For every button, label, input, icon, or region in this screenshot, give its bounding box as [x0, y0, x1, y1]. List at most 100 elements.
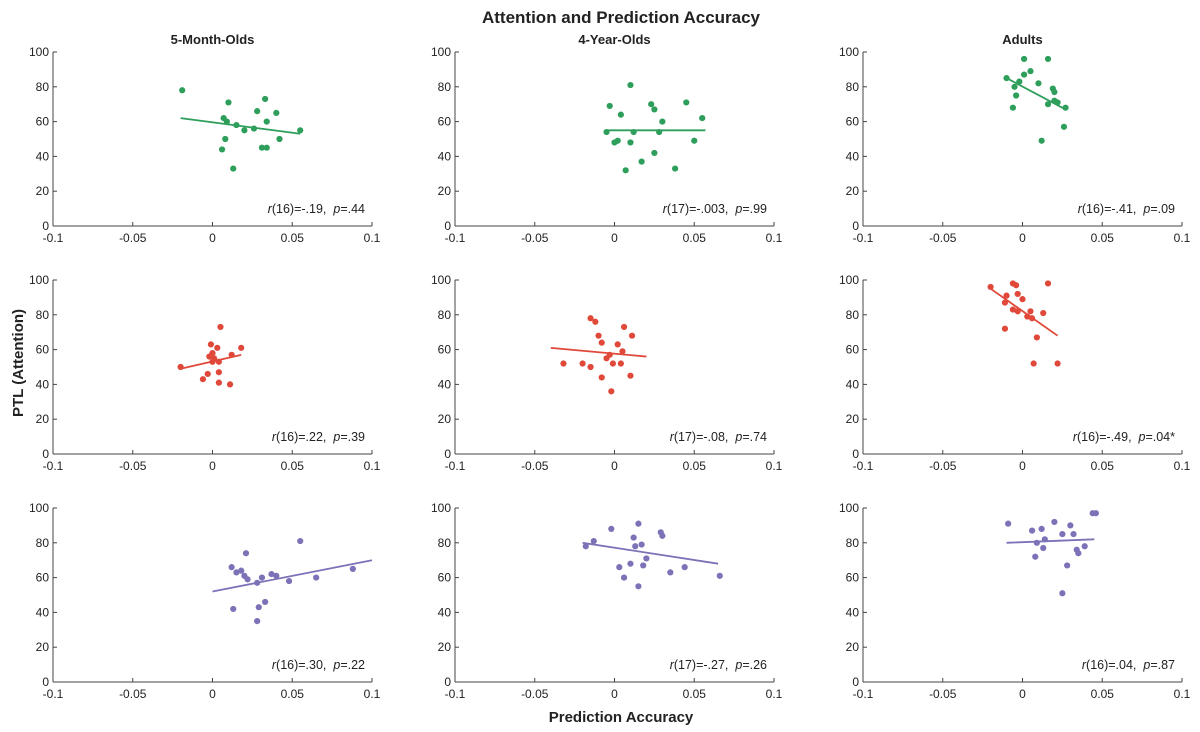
data-point — [632, 543, 639, 550]
data-point — [1013, 92, 1020, 99]
data-point — [643, 555, 650, 562]
chart-panel: 0 20 40 60 80 100 -0.1 -0.05 0 0.05 0.1 r(17)=-.27,… — [431, 501, 783, 701]
data-point — [1044, 101, 1052, 108]
x-tick-label: 0 — [611, 459, 618, 473]
data-point — [1005, 520, 1012, 527]
y-tick-label: 100 — [839, 501, 859, 515]
data-point — [207, 341, 215, 348]
data-point — [1003, 75, 1010, 82]
data-point — [1014, 308, 1021, 315]
data-point — [627, 560, 634, 567]
data-point — [681, 564, 688, 571]
regression-line — [550, 346, 647, 358]
y-tick-label: 80 — [36, 536, 50, 550]
data-point — [1035, 80, 1042, 87]
data-point — [1059, 590, 1066, 597]
y-tick-label: 20 — [846, 640, 860, 654]
x-tick-label: 0.1 — [1174, 231, 1191, 245]
stat-r-symbol: r — [1082, 658, 1087, 672]
stat-r-symbol: r — [670, 430, 675, 444]
data-point — [587, 315, 594, 322]
stat-r-value: (16)=-.19, — [272, 202, 334, 216]
y-tick-label: 40 — [36, 605, 50, 619]
regression-line — [1006, 538, 1095, 544]
x-tick-label: -0.05 — [929, 459, 957, 473]
y-tick-label: 60 — [438, 571, 452, 585]
stat-r-value: (16)=-.49, — [1077, 430, 1139, 444]
data-point — [651, 106, 658, 113]
y-tick-label: 100 — [29, 273, 49, 287]
data-point — [1003, 292, 1010, 299]
data-point — [1051, 518, 1058, 526]
x-tick-label: -0.1 — [445, 231, 466, 245]
data-point — [582, 543, 589, 550]
data-point — [590, 537, 597, 545]
x-tick-label: 0.05 — [683, 459, 707, 473]
regression-line — [990, 287, 1059, 337]
x-tick-label: 0.05 — [1091, 231, 1115, 245]
stat-r-value: (16)=-.41, — [1082, 202, 1144, 216]
data-point — [177, 363, 184, 371]
data-point — [592, 318, 599, 325]
data-point — [598, 339, 605, 346]
y-tick-label: 40 — [846, 605, 860, 619]
y-tick-label: 20 — [438, 412, 452, 426]
y-tick-label: 100 — [29, 45, 49, 59]
stat-p-symbol: p — [332, 658, 340, 672]
regression-line — [212, 559, 373, 593]
y-tick-label: 0 — [42, 675, 49, 689]
y-tick-label: 40 — [36, 149, 50, 163]
stat-p-value: =.09 — [1150, 202, 1175, 216]
y-tick-label: 80 — [846, 536, 860, 550]
panel-title: 4-Year-Olds — [578, 32, 650, 47]
data-point — [250, 125, 258, 132]
data-point — [1064, 562, 1071, 569]
data-point — [233, 569, 240, 576]
stat-p-symbol: p — [734, 430, 742, 444]
data-point — [627, 372, 634, 379]
stat-r-symbol: r — [1073, 430, 1078, 444]
stat-p-symbol: p — [1142, 202, 1150, 216]
data-point — [699, 115, 706, 122]
x-tick-label: -0.05 — [929, 231, 957, 245]
x-tick-label: -0.05 — [521, 231, 549, 245]
y-tick-label: 40 — [438, 605, 452, 619]
data-point — [230, 165, 237, 172]
data-point — [199, 376, 207, 383]
stat-p-symbol: p — [734, 658, 742, 672]
figure-ylabel: PTL (Attention) — [10, 309, 27, 417]
data-point — [242, 550, 250, 557]
y-tick-label: 100 — [29, 501, 49, 515]
data-point — [179, 87, 186, 94]
data-point — [620, 574, 628, 581]
data-point — [1038, 525, 1045, 532]
data-point — [691, 137, 698, 144]
data-point — [656, 128, 663, 136]
data-point — [1073, 546, 1080, 553]
data-point — [258, 144, 266, 151]
data-point — [635, 520, 642, 527]
x-tick-label: -0.05 — [119, 687, 147, 701]
stats-annotation: r(17)=-.27, p=.26 — [670, 658, 767, 672]
stat-p-value: =.44 — [340, 202, 365, 216]
data-point — [628, 332, 636, 339]
data-point — [209, 358, 216, 365]
y-tick-label: 60 — [36, 343, 50, 357]
data-point — [1020, 55, 1028, 63]
data-point — [241, 127, 248, 134]
x-tick-label: 0.05 — [281, 687, 305, 701]
stat-p-value: =.39 — [340, 430, 365, 444]
y-tick-label: 20 — [36, 412, 50, 426]
y-tick-label: 0 — [42, 447, 49, 461]
y-tick-label: 0 — [852, 675, 859, 689]
x-tick-label: -0.05 — [929, 687, 957, 701]
y-tick-label: 40 — [846, 377, 860, 391]
stat-r-value: (17)=-.003, — [667, 202, 735, 216]
stat-p-symbol: p — [734, 202, 742, 216]
data-point — [598, 374, 605, 381]
chart-panel: 0 20 40 60 80 100 -0.1 -0.05 0 0.05 0.1 5-Month-Old… — [29, 32, 381, 245]
y-tick-label: 0 — [444, 447, 451, 461]
y-tick-label: 40 — [438, 377, 452, 391]
y-tick-label: 20 — [438, 640, 452, 654]
data-point — [1054, 360, 1061, 367]
